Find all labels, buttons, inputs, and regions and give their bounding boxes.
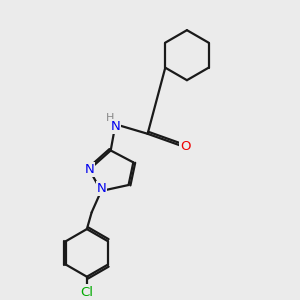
Text: N: N <box>84 163 94 176</box>
Text: N: N <box>96 182 106 195</box>
Text: N: N <box>111 120 120 133</box>
Text: Cl: Cl <box>80 286 93 299</box>
Text: H: H <box>106 112 114 123</box>
Text: O: O <box>180 140 190 153</box>
